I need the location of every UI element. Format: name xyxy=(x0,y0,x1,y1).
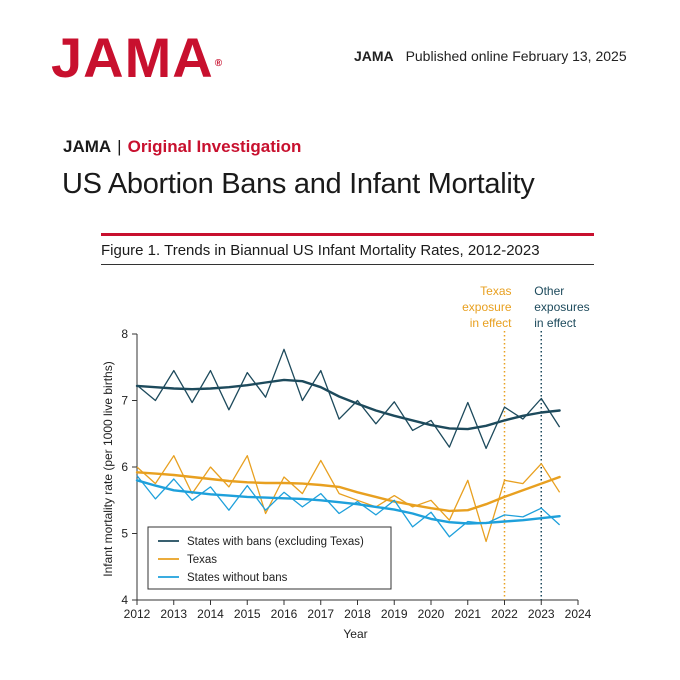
article-type: Original Investigation xyxy=(127,137,302,156)
y-tick-label: 8 xyxy=(121,327,128,341)
x-tick-label: 2012 xyxy=(124,607,151,621)
y-tick-label: 5 xyxy=(121,527,128,541)
annotation-label-other: Other xyxy=(534,284,564,298)
x-tick-label: 2022 xyxy=(491,607,518,621)
article-title: US Abortion Bans and Infant Mortality xyxy=(62,168,535,200)
figure-title-rule xyxy=(101,264,594,265)
x-tick-label: 2017 xyxy=(307,607,334,621)
x-tick-label: 2018 xyxy=(344,607,371,621)
x-tick-label: 2015 xyxy=(234,607,261,621)
pub-journal: JAMA xyxy=(354,48,394,64)
x-tick-label: 2014 xyxy=(197,607,224,621)
annotation-label-texas: in effect xyxy=(470,316,512,330)
series-observed-line-texas xyxy=(136,455,561,543)
figure-top-rule xyxy=(101,233,594,236)
jama-logo: JAMA® xyxy=(51,26,224,89)
y-tick-label: 6 xyxy=(121,460,128,474)
annotation-label-other: in effect xyxy=(534,316,576,330)
section-separator: | xyxy=(117,137,122,156)
series-trend-line-texas xyxy=(135,471,561,513)
x-tick-label: 2013 xyxy=(160,607,187,621)
legend-label-texas: Texas xyxy=(187,554,217,566)
x-axis-label: Year xyxy=(343,627,367,641)
annotation-label-other: exposures xyxy=(534,300,589,314)
x-tick-label: 2021 xyxy=(454,607,481,621)
annotation-label-texas: Texas xyxy=(480,284,511,298)
x-tick-label: 2024 xyxy=(565,607,592,621)
legend-label-bans: States with bans (excluding Texas) xyxy=(187,536,364,548)
publication-line: JAMA Published online February 13, 2025 xyxy=(354,48,627,64)
x-tick-label: 2023 xyxy=(528,607,555,621)
figure-title: Figure 1. Trends in Biannual US Infant M… xyxy=(101,242,540,259)
section-journal: JAMA xyxy=(63,137,112,156)
x-tick-label: 2020 xyxy=(418,607,445,621)
series-trend-line-bans xyxy=(135,378,561,431)
legend-box xyxy=(147,526,392,590)
y-axis-label: Infant mortality rate (per 1000 live bir… xyxy=(101,361,115,576)
legend-label-without: States without bans xyxy=(187,572,288,584)
x-tick-label: 2019 xyxy=(381,607,408,621)
series-observed-line-bans xyxy=(136,348,561,450)
pub-date: Published online February 13, 2025 xyxy=(405,48,627,64)
y-tick-label: 7 xyxy=(121,394,128,408)
annotation-label-texas: exposure xyxy=(462,300,512,314)
y-tick-label: 4 xyxy=(121,593,128,607)
series-trend-line-without xyxy=(135,479,561,525)
x-tick-label: 2016 xyxy=(271,607,298,621)
article-section: JAMA | Original Investigation xyxy=(63,137,301,157)
